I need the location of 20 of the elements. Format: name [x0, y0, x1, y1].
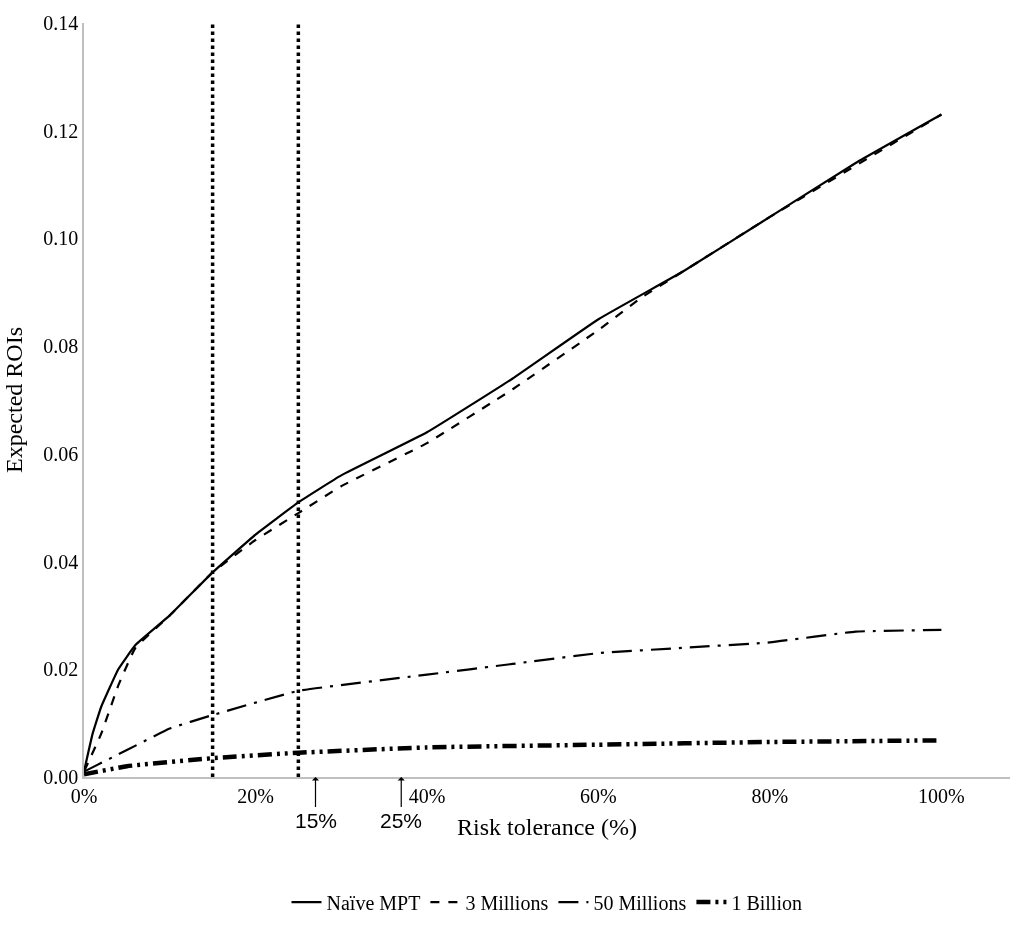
legend-label: Naïve MPT: [326, 891, 421, 914]
y-tick-label: 0.10: [43, 227, 79, 250]
annotation: 15%: [295, 809, 338, 832]
y-tick-label: 0.12: [43, 119, 79, 142]
y-tick-label: 0.02: [43, 658, 79, 681]
y-tick-label: 0.08: [43, 335, 79, 358]
annotation: 25%: [380, 809, 423, 832]
legend-label: 50 Millions: [593, 891, 687, 914]
y-tick-label: 0.04: [43, 550, 79, 573]
x-tick-label: 20%: [237, 784, 274, 807]
legend-label: 1 Billion: [731, 891, 802, 914]
x-tick-label: 80%: [751, 784, 789, 807]
x-tick-label: 60%: [580, 784, 617, 807]
legend-label: 3 Millions: [465, 891, 549, 914]
y-tick-label: 0.14: [43, 12, 79, 34]
x-tick-label: 40%: [408, 784, 446, 807]
y-tick-label: 0.06: [43, 442, 79, 465]
x-axis-title: Risk tolerance (%): [457, 813, 637, 840]
x-tick-label: 100%: [918, 784, 965, 807]
y-axis-title: Expected ROIs: [0, 327, 27, 473]
